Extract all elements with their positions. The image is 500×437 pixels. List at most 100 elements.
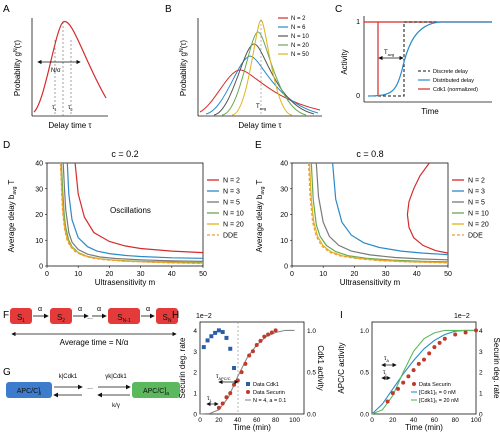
legend-label: N = 3 [223, 189, 240, 196]
series-line-n5 [62, 162, 204, 262]
chain-ellipsis: ... [87, 314, 93, 321]
data-point-securin [216, 405, 221, 410]
panel-h-series [199, 328, 295, 415]
x-tick-label: 60 [431, 417, 439, 424]
data-point-securin [385, 399, 390, 404]
legend-label: Data Securin [253, 390, 285, 396]
x-tick-label: 10 [319, 271, 327, 278]
legend-swatch [246, 382, 250, 386]
panel-e-legend: N = 2 N = 3 N = 5 N = 10 N = 20 DDE [452, 178, 489, 240]
legend-label: N = 6 [291, 25, 306, 31]
apcc-active-box [132, 382, 180, 398]
panel-a-tau1-label: τ1 [52, 105, 57, 112]
x-tick-label: 20 [351, 271, 359, 278]
y2-tick-label: 1.0 [307, 328, 316, 335]
y2-tick-label: 0.0 [307, 412, 316, 419]
state-label: SN [163, 313, 172, 324]
panel-c-discrete-delay-curve [368, 21, 492, 97]
x-tick-label: 30 [137, 271, 145, 278]
legend-label: Data Securin [419, 382, 451, 388]
x-tick-label: 100 [471, 417, 482, 424]
panel-i-scale: 1e−2 [454, 313, 470, 320]
panel-e-xticks: 0 10 20 30 40 50 [290, 266, 452, 278]
legend-label: N = 20 [223, 222, 244, 229]
panel-i-ylabel: APC/C activity [337, 342, 346, 393]
x-tick-label: 40 [234, 417, 242, 424]
data-point-securin [422, 357, 426, 362]
data-point-securin [262, 334, 267, 339]
panel-e-yticks: 0 10 20 30 40 [280, 161, 292, 271]
y-tick-label: 2 [193, 370, 197, 377]
panel-e-series [307, 162, 449, 264]
panel-a-tau2-label: τ2 [68, 105, 73, 112]
legend-label: N = 50 [291, 52, 310, 58]
legend-label: N = 2 [223, 178, 240, 185]
x-tick-label: 40 [413, 271, 421, 278]
panel-c-tavg-label: Tavg [384, 50, 394, 57]
y2-tick-label: 1 [479, 391, 483, 398]
y-tick-label: 0 [193, 412, 197, 419]
data-point-cdk1 [209, 334, 214, 339]
data-point-securin [432, 345, 437, 350]
panel-d-legend: N = 2 N = 3 N = 5 N = 10 N = 20 DDE [207, 178, 244, 240]
y-tick-label: 10 [35, 238, 43, 245]
y-tick-label: 40 [35, 161, 43, 168]
data-point-cdk1 [201, 345, 206, 350]
data-point-securin [273, 328, 278, 333]
y-tick-label: 4 [193, 328, 197, 335]
series-line-n5 [315, 162, 449, 261]
panel-e: E c = 0.8 Average delay bavgT 010203040 … [255, 140, 489, 287]
y-tick-label: 20 [280, 212, 288, 219]
panel-letter-i: I [340, 310, 343, 321]
panel-c-cdk1-curve [364, 21, 379, 96]
y-tick-label: 40 [280, 161, 288, 168]
legend-label: N = 5 [223, 200, 240, 207]
state-box-1 [10, 308, 32, 324]
panel-c: C Activity 1 0 Tavg Time Discrete delay … [335, 4, 492, 116]
legend-label: Distributed delay [433, 78, 474, 84]
legend-label: N = 3 [468, 189, 485, 196]
x-tick-label: 0 [198, 417, 202, 424]
state-label: S1 [17, 313, 25, 324]
rate-label-backward: k/γ [112, 403, 120, 409]
data-point-securin [224, 395, 229, 400]
panel-h-ticks: 0 1 2 3 4 0.0 0.5 1.0 0 20 40 60 80 100 [193, 328, 316, 424]
data-point-securin [453, 332, 458, 337]
panel-letter-a: A [3, 4, 10, 15]
panel-d-yticks: 0 10 20 30 40 [35, 161, 47, 271]
panel-letter-g: G [3, 367, 11, 378]
data-point-securin [390, 391, 395, 396]
y-tick-label: 1 [193, 391, 197, 398]
data-point-securin [269, 330, 274, 335]
panel-letter-d: D [3, 140, 10, 151]
legend-label: N = 10 [223, 211, 244, 218]
y-tick-label: 10 [280, 238, 288, 245]
data-point-securin [442, 336, 447, 341]
legend-label: N = 5 [468, 200, 485, 207]
series-line-fit [199, 329, 295, 415]
chain-ellipsis: ... [87, 384, 93, 391]
panel-d: D c = 0.2 Average delay bavgT 010203040 … [3, 140, 244, 287]
y2-tick-label: 0.5 [307, 370, 316, 377]
series-line-n2 [406, 162, 449, 254]
data-point-securin [437, 340, 442, 345]
data-point-securin [258, 338, 263, 343]
panel-c-ylabel: Activity [340, 49, 349, 74]
y2-tick-label: 2 [479, 370, 483, 377]
y-tick-label: 20 [35, 212, 43, 219]
panel-h-xlabel: Time (min) [233, 423, 271, 432]
panel-e-title: c = 0.8 [356, 149, 383, 159]
series-line-cdk1-20nm [371, 329, 476, 415]
panel-h-ylabel: Securin deg. rate [178, 337, 187, 398]
x-tick-label: 0 [370, 417, 374, 424]
y-tick-label: 1.0 [360, 328, 369, 335]
data-point-securin [254, 343, 259, 347]
series-line-n2 [74, 162, 204, 254]
panel-d-ylabel: Average delay bavgT [7, 180, 18, 253]
panel-h-legend: Data Cdk1 Data Securin N = 4, a = 0.1 [245, 382, 286, 404]
panel-letter-b: B [165, 4, 172, 15]
data-point-cdk1 [205, 338, 210, 343]
data-point-securin [396, 386, 400, 391]
data-point-securin [239, 370, 244, 375]
panel-i-xlabel: Time (min) [405, 423, 443, 432]
